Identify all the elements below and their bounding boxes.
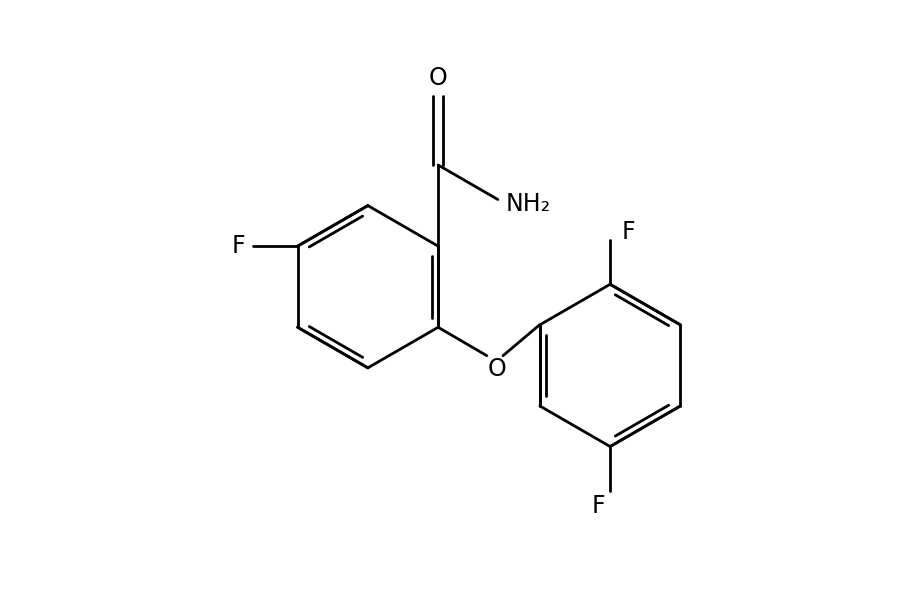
Text: O: O xyxy=(428,66,447,90)
Text: NH₂: NH₂ xyxy=(506,192,551,216)
Text: F: F xyxy=(591,494,604,518)
Text: F: F xyxy=(232,234,245,258)
Text: F: F xyxy=(621,220,635,244)
Text: O: O xyxy=(488,357,506,381)
